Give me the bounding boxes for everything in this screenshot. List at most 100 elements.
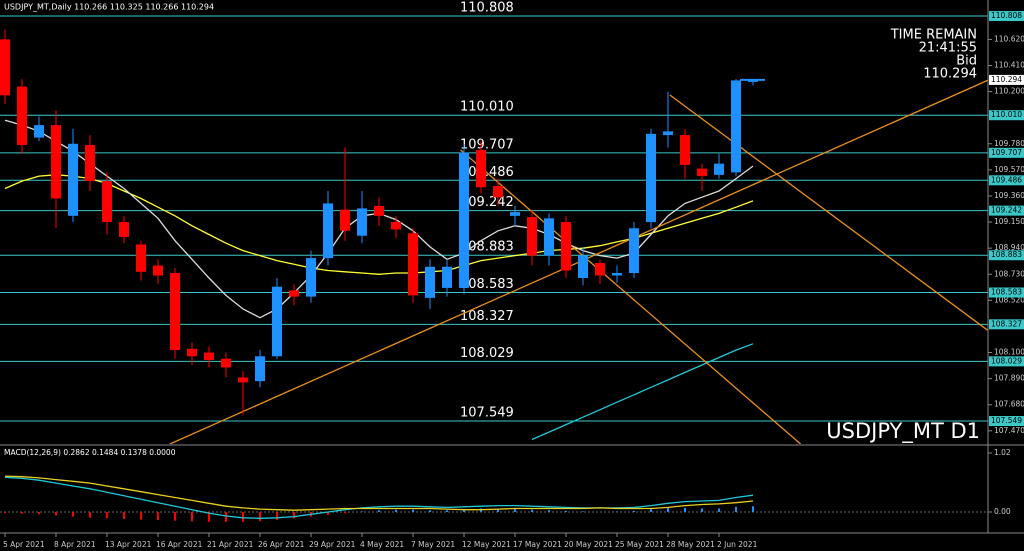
candle-body	[459, 152, 469, 288]
candle-body	[17, 86, 27, 146]
bid-axis-box	[989, 74, 1024, 85]
candle-body	[612, 273, 622, 276]
bid-axis-label: 110.294	[991, 75, 1022, 84]
x-tick-label: 7 May 2021	[411, 540, 455, 549]
y-tick-label: 109.360	[994, 191, 1024, 200]
x-tick-label: 28 May 2021	[666, 540, 715, 549]
level-label: 108.883	[460, 240, 514, 255]
symbol-label: USDJPY_MT D1	[826, 419, 980, 444]
x-tick-label: 4 May 2021	[360, 540, 404, 549]
candle-body	[442, 266, 452, 288]
candle-body	[238, 377, 248, 383]
level-label: 108.583	[460, 277, 514, 292]
level-label: 108.029	[460, 346, 514, 361]
indicator-line	[460, 149, 802, 444]
level-label: 108.327	[460, 309, 514, 324]
candle-body	[289, 290, 299, 297]
candle-body	[646, 133, 656, 223]
candle-body	[204, 352, 214, 360]
y-tick-label: 110.200	[994, 87, 1024, 96]
bid-label: Bid	[956, 54, 977, 69]
x-tick-label: 25 May 2021	[615, 540, 664, 549]
candle-body	[68, 143, 78, 216]
y-tick-label: 0.00	[994, 507, 1011, 516]
candle-body	[748, 80, 758, 82]
candle-body	[119, 222, 129, 237]
candle-body	[680, 135, 690, 165]
x-tick-label: 13 Apr 2021	[105, 540, 152, 549]
candle-body	[510, 212, 520, 216]
level-axis-box	[989, 287, 1024, 298]
level-axis-box	[989, 205, 1024, 216]
candle-body	[544, 218, 554, 256]
level-axis-box	[989, 319, 1024, 330]
y-tick-label: 108.940	[994, 243, 1024, 252]
candle-body	[0, 39, 10, 96]
candle-body	[51, 125, 61, 199]
level-axis-box	[989, 147, 1024, 158]
x-tick-label: 12 May 2021	[462, 540, 511, 549]
level-axis-label: 109.486	[991, 175, 1022, 184]
level-axis-label: 108.583	[991, 288, 1022, 297]
level-axis-label: 108.883	[991, 250, 1022, 259]
time-remain-label: TIME REMAIN	[890, 28, 977, 43]
x-tick-label: 26 Apr 2021	[258, 540, 305, 549]
candle-body	[561, 222, 571, 271]
level-axis-label: 108.327	[991, 319, 1022, 328]
level-axis-label: 108.029	[991, 356, 1022, 365]
indicator-line	[4, 476, 754, 519]
level-axis-label: 107.549	[991, 416, 1022, 425]
x-tick-label: 5 Apr 2021	[3, 540, 45, 549]
candle-body	[476, 149, 486, 188]
candle-body	[272, 286, 282, 357]
indicator-line	[531, 343, 754, 441]
candle-body	[170, 273, 180, 351]
x-tick-label: 29 Apr 2021	[309, 540, 356, 549]
level-axis-label: 110.808	[991, 11, 1022, 20]
candle-body	[629, 228, 639, 274]
y-tick-label: 109.150	[994, 217, 1024, 226]
y-tick-label: 109.780	[994, 139, 1024, 148]
level-axis-box	[989, 11, 1024, 22]
level-axis-box	[989, 110, 1024, 121]
y-tick-label: 107.890	[994, 374, 1024, 383]
candle-body	[374, 205, 384, 216]
y-tick-label: 107.470	[994, 426, 1024, 435]
x-tick-label: 8 Apr 2021	[54, 540, 96, 549]
candle-body	[221, 358, 231, 368]
macd-title: MACD(12,26,9) 0.2862 0.1484 0.1378 0.000…	[4, 448, 176, 457]
candle-body	[85, 145, 95, 182]
candle-body	[340, 209, 350, 231]
y-tick-label: 110.620	[994, 34, 1024, 43]
x-tick-label: 16 Apr 2021	[156, 540, 203, 549]
candle-body	[34, 125, 44, 138]
candle-body	[102, 181, 112, 223]
candle-body	[255, 356, 265, 382]
candle-body	[714, 163, 724, 175]
x-tick-label: 20 May 2021	[564, 540, 613, 549]
candle-body	[595, 263, 605, 276]
level-axis-box	[989, 356, 1024, 367]
level-label: 110.010	[460, 100, 514, 115]
y-tick-label: 107.680	[994, 400, 1024, 409]
candle-body	[425, 266, 435, 298]
candle-body	[493, 186, 503, 198]
level-axis-label: 110.010	[991, 110, 1022, 119]
level-axis-box	[989, 175, 1024, 186]
x-tick-label: 17 May 2021	[513, 540, 562, 549]
level-axis-box	[989, 416, 1024, 427]
y-tick-label: 1.02	[994, 448, 1011, 457]
axes: 110.620 110.410 110.200 109.780 109.570 109.3…	[3, 11, 1024, 549]
level-label: 109.707	[460, 137, 514, 152]
indicator-line	[4, 475, 754, 511]
x-tick-label: 21 Apr 2021	[207, 540, 254, 549]
candle-body	[527, 217, 537, 256]
macd-panel	[0, 475, 988, 522]
y-tick-label: 108.730	[994, 269, 1024, 278]
candle-body	[663, 131, 673, 136]
main-panel: 110.808110.010109.707109.486109.242108.8…	[0, 1, 988, 444]
timer: 21:41:55	[919, 41, 977, 56]
level-axis-label: 109.242	[991, 206, 1022, 215]
